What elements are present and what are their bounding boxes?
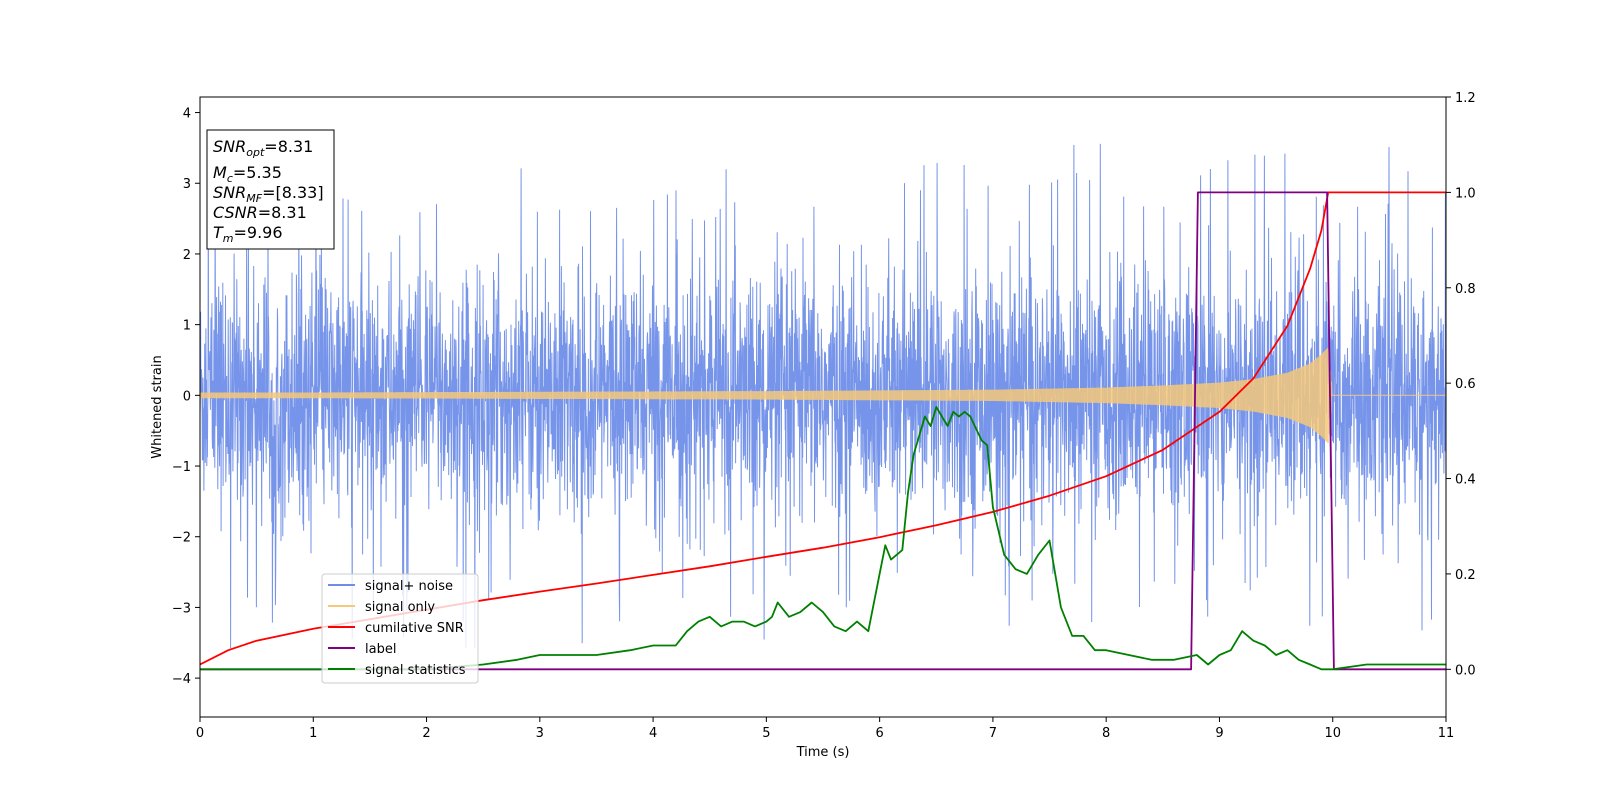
y-tick-label: 2 <box>183 248 191 263</box>
x-axis: 0 1 2 3 4 5 6 7 8 9 10 11 <box>196 717 1454 741</box>
annotation-box: SNRopt=8.31 Mc=5.35 SNRMF=[8.33] CSNR=8.… <box>206 129 335 250</box>
y2-tick-label: 1.2 <box>1455 91 1476 106</box>
legend-label-signal-noise: signal+ noise <box>365 579 453 594</box>
y-axis-label: Whitened strain <box>150 355 165 458</box>
series-signal-only-line <box>200 347 1446 444</box>
y2-tick-label: 0.6 <box>1455 377 1476 392</box>
series-signal-statistics-line <box>200 406 1446 671</box>
x-tick-label: 6 <box>875 726 883 741</box>
x-tick-label: 2 <box>422 726 430 741</box>
x-tick-label: 9 <box>1215 726 1223 741</box>
y2-tick-label: 0.8 <box>1455 282 1476 297</box>
x-tick-label: 11 <box>1438 726 1455 741</box>
y2-tick-label: 0.2 <box>1455 568 1476 583</box>
annotation-mc: Mc=5.35 <box>213 163 282 185</box>
x-tick-label: 4 <box>649 726 657 741</box>
y-axis-right: 0.0 0.2 0.4 0.6 0.8 1.0 1.2 <box>1446 91 1476 678</box>
plot-frame <box>199 96 1447 718</box>
series-signal-noise-line <box>200 143 1446 649</box>
x-tick-label: 3 <box>536 726 544 741</box>
y-tick-label: −1 <box>172 460 191 475</box>
y-tick-label: 4 <box>183 107 191 122</box>
x-tick-label: 0 <box>196 726 204 741</box>
y-tick-label: 3 <box>183 177 191 192</box>
y-tick-label: 1 <box>183 319 191 334</box>
x-tick-label: 5 <box>762 726 770 741</box>
annotation-csnr: CSNR=8.31 <box>213 203 307 222</box>
annotation-tm: Tm=9.96 <box>213 223 283 245</box>
y-tick-label: 0 <box>183 389 191 404</box>
y-tick-label: −4 <box>172 672 191 687</box>
legend: signal+ noise signal only cumilative SNR… <box>321 573 479 684</box>
y-tick-label: −3 <box>172 601 191 616</box>
x-axis-label: Time (s) <box>796 745 850 760</box>
legend-label-cumulative-snr: cumilative SNR <box>365 621 464 636</box>
annotation-frame <box>206 129 335 250</box>
y-tick-label: −2 <box>172 531 191 546</box>
legend-label-signal-only: signal only <box>365 600 435 615</box>
y2-tick-label: 1.0 <box>1455 186 1476 201</box>
y2-tick-label: 0.4 <box>1455 473 1476 488</box>
x-tick-label: 8 <box>1102 726 1110 741</box>
legend-frame <box>321 573 479 684</box>
y2-tick-label: 0.0 <box>1455 663 1476 678</box>
annotation-snr-opt: SNRopt=8.31 <box>213 137 313 159</box>
x-tick-label: 7 <box>989 726 997 741</box>
annotation-snr-mf: SNRMF=[8.33] <box>213 183 324 205</box>
x-tick-label: 10 <box>1324 726 1341 741</box>
series-label-line <box>200 191 1446 671</box>
y-axis-left: −4 −3 −2 −1 0 1 2 3 4 <box>172 107 200 687</box>
x-tick-label: 1 <box>309 726 317 741</box>
legend-label-label: label <box>365 642 396 657</box>
legend-label-signal-statistics: signal statistics <box>365 663 466 678</box>
